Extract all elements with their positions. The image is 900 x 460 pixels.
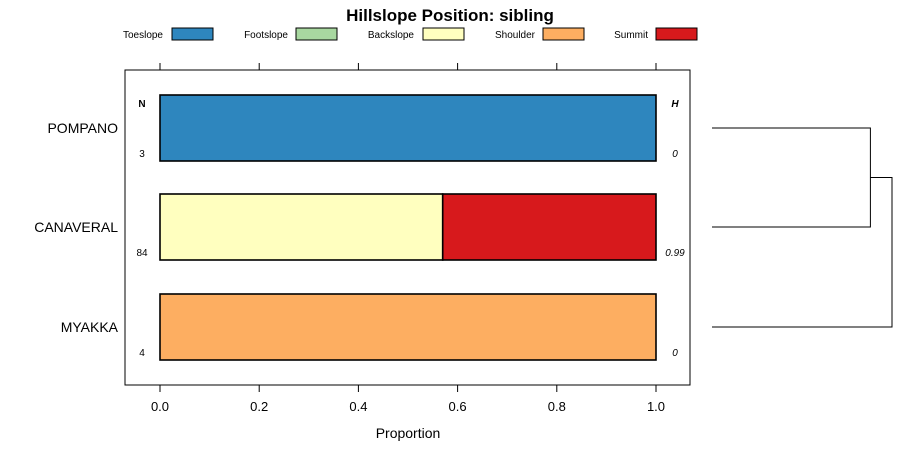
x-tick-label: 0.6 — [449, 399, 467, 414]
row-label-canaveral: CANAVERAL — [34, 219, 118, 235]
legend-swatch-backslope — [422, 27, 465, 41]
n-value-canaveral: 84 — [136, 248, 148, 259]
dendrogram-merge-1 — [712, 127, 871, 228]
n-value-myakka: 4 — [139, 348, 145, 359]
dendrogram — [712, 127, 893, 328]
legend-swatch-shoulder — [542, 27, 585, 41]
legend-label-shoulder: Shoulder — [495, 30, 536, 41]
h-value-myakka: 0 — [672, 348, 678, 359]
h-header: H — [671, 99, 679, 110]
legend-label-summit: Summit — [614, 30, 648, 41]
bars-group — [159, 94, 657, 361]
h-value-canaveral: 0.99 — [665, 248, 685, 259]
legend-swatch-toeslope — [171, 27, 214, 41]
legend-swatch-summit — [655, 27, 698, 41]
bar-canaveral-backslope — [159, 193, 444, 261]
x-tick-label: 0.4 — [349, 399, 367, 414]
dendrogram-merge-2 — [712, 177, 893, 328]
x-tick-label: 0.8 — [548, 399, 566, 414]
chart-title: Hillslope Position: sibling — [346, 6, 554, 25]
x-axis-title: Proportion — [376, 425, 441, 441]
bar-pompano-toeslope — [159, 94, 657, 162]
n-header: N — [138, 99, 145, 110]
legend: Toeslope Footslope Backslope Shoulder Summit — [123, 27, 698, 41]
x-tick-label: 0.2 — [250, 399, 268, 414]
legend-label-toeslope: Toeslope — [123, 30, 163, 41]
h-value-pompano: 0 — [672, 149, 678, 160]
plot-frame — [124, 69, 691, 386]
bar-myakka-shoulder — [159, 293, 657, 361]
n-value-pompano: 3 — [139, 149, 145, 160]
x-axis: 0.0 0.2 0.4 0.6 0.8 1.0 — [151, 63, 665, 414]
x-tick-label: 0.0 — [151, 399, 169, 414]
legend-label-footslope: Footslope — [244, 30, 288, 41]
n-h-labels: 3 0 84 0.99 4 0 — [136, 149, 685, 359]
row-label-myakka: MYAKKA — [61, 319, 119, 335]
legend-label-backslope: Backslope — [368, 30, 415, 41]
legend-swatch-footslope — [295, 27, 338, 41]
row-labels: POMPANO CANAVERAL MYAKKA — [34, 120, 118, 335]
bar-canaveral-summit — [441, 193, 657, 261]
x-tick-label: 1.0 — [647, 399, 665, 414]
row-label-pompano: POMPANO — [47, 120, 118, 136]
